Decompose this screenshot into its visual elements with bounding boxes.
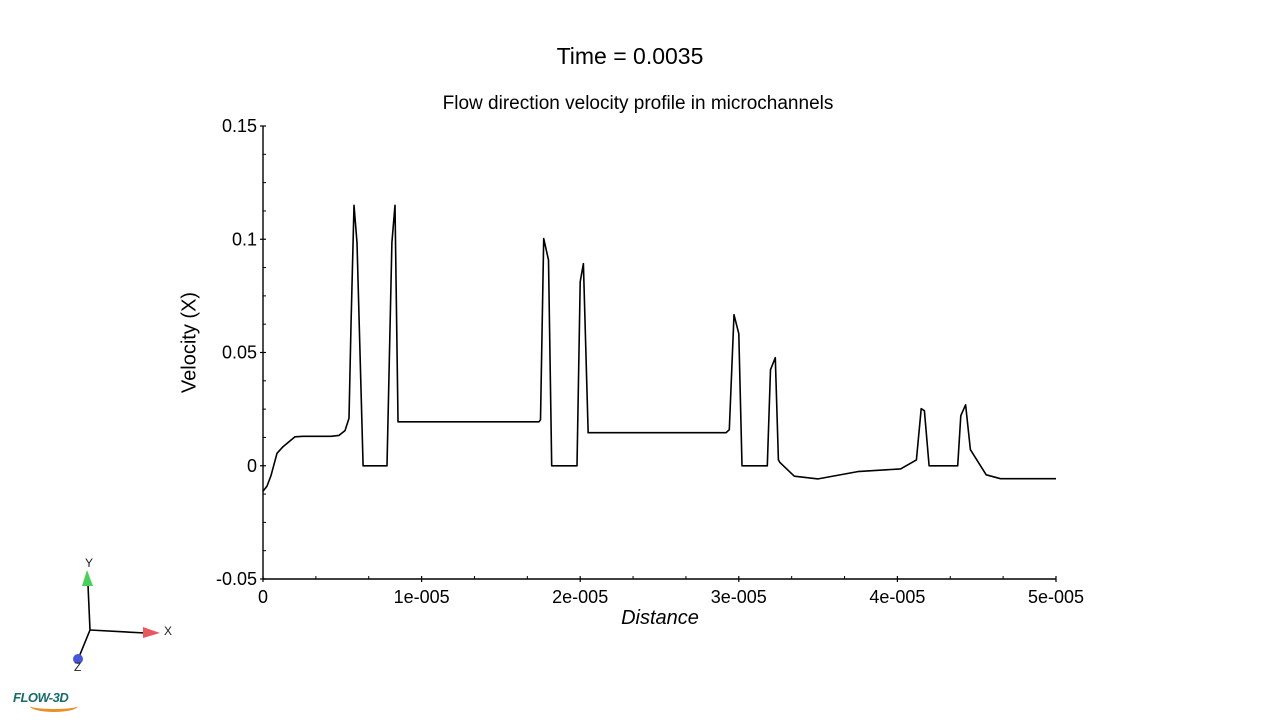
y-tick-label: -0.05 (216, 569, 257, 589)
flow3d-logo: FLOW-3D (13, 690, 69, 705)
x-tick-label: 2e-005 (552, 587, 608, 607)
x-tick-label: 0 (258, 587, 268, 607)
time-title: Time = 0.0035 (556, 43, 704, 69)
x-tick-label: 4e-005 (869, 587, 925, 607)
x-axis-arrow-icon (143, 627, 160, 638)
y-tick-label: 0.15 (222, 116, 257, 136)
x-tick-label: 3e-005 (711, 587, 767, 607)
chart-axes (260, 125, 1057, 582)
x-axis-label: Distance (621, 607, 699, 629)
x-tick-label: 5e-005 (1028, 587, 1084, 607)
triad-z-label: Z (74, 660, 81, 674)
y-tick-label: 0.1 (232, 229, 257, 249)
z-axis-arrow-icon (73, 654, 83, 664)
axes-triad: Y X Z (73, 556, 172, 674)
triad-x-label: X (164, 624, 172, 638)
y-axis-arrow-icon (82, 570, 93, 586)
chart-title: Flow direction velocity profile in micro… (442, 93, 834, 114)
y-tick-label: 0 (247, 456, 257, 476)
x-tick-label: 1e-005 (394, 587, 450, 607)
triad-y-label: Y (85, 556, 93, 570)
velocity-line (262, 204, 1056, 492)
y-axis-label: Velocity (X) (178, 291, 201, 394)
y-tick-label: 0.05 (222, 343, 257, 363)
logo-swoosh (30, 700, 78, 712)
